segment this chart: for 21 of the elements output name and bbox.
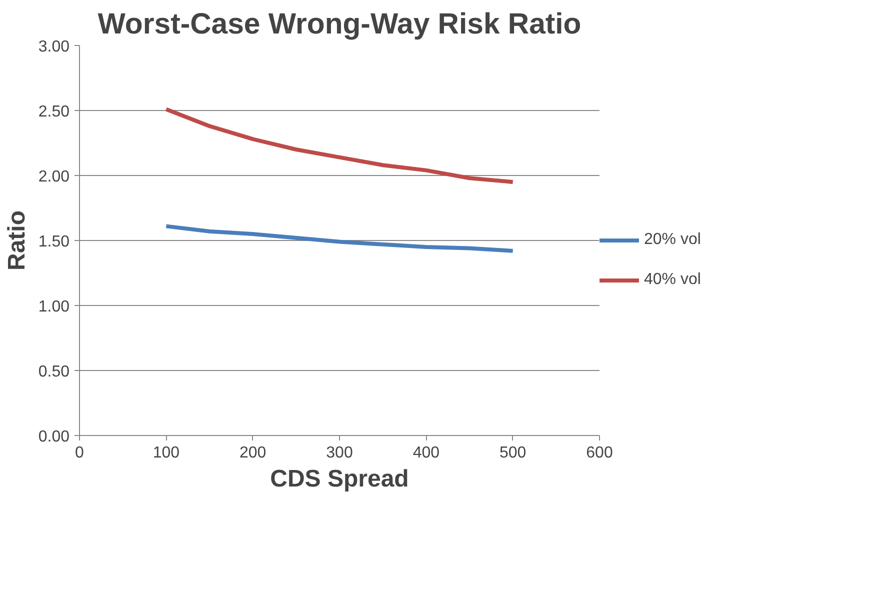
y-tick-label: 3.00 [38,38,70,56]
line-series [164,107,515,184]
x-tick-label: 200 [239,444,266,462]
x-axis-title: CDS Spread [270,466,409,492]
y-axis-title: Ratio [3,210,30,270]
legend-label: 40% vol [644,271,701,289]
y-tick-label: 2.50 [38,104,70,120]
y-tick-label: 0.00 [38,428,70,446]
y-tick-label: 0.50 [38,364,70,380]
y-tick-label: 1.00 [38,298,70,316]
chart-title: Worst-Case Wrong-Way Risk Ratio [98,8,582,40]
x-tick-label: 600 [586,444,613,462]
x-tick-label: 500 [499,444,526,462]
x-tick-label: 400 [412,444,440,462]
y-tick-label: 1.50 [38,234,70,250]
line-series [164,224,515,253]
legend-label: 20% vol [644,231,701,249]
x-tick-label: 100 [152,444,180,462]
x-tick-label: 300 [326,444,353,462]
x-tick-label: 0 [75,444,84,462]
y-tick-label: 2.00 [38,168,70,186]
